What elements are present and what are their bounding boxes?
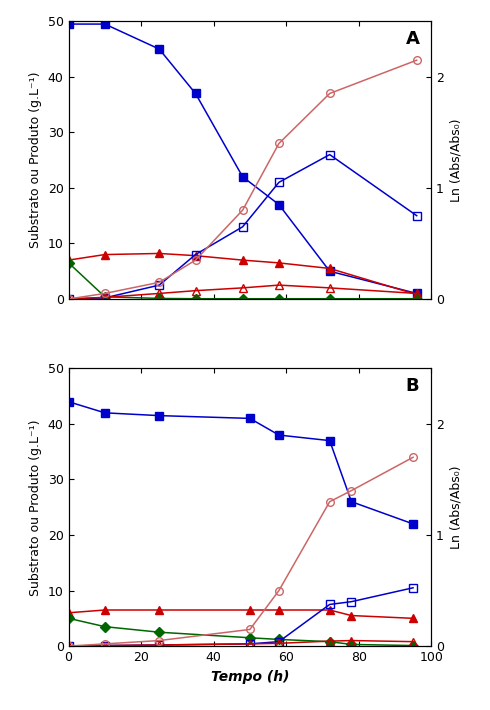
X-axis label: Tempo (h): Tempo (h) xyxy=(211,670,289,684)
Y-axis label: Substrato ou Produto (g.L⁻¹): Substrato ou Produto (g.L⁻¹) xyxy=(29,419,42,596)
Text: B: B xyxy=(406,377,419,395)
Text: A: A xyxy=(406,30,420,48)
Y-axis label: Substrato ou Produto (g.L⁻¹): Substrato ou Produto (g.L⁻¹) xyxy=(29,72,42,248)
Y-axis label: Ln (Abs/Abs₀): Ln (Abs/Abs₀) xyxy=(450,119,463,202)
Y-axis label: Ln (Abs/Abs₀): Ln (Abs/Abs₀) xyxy=(450,466,463,549)
